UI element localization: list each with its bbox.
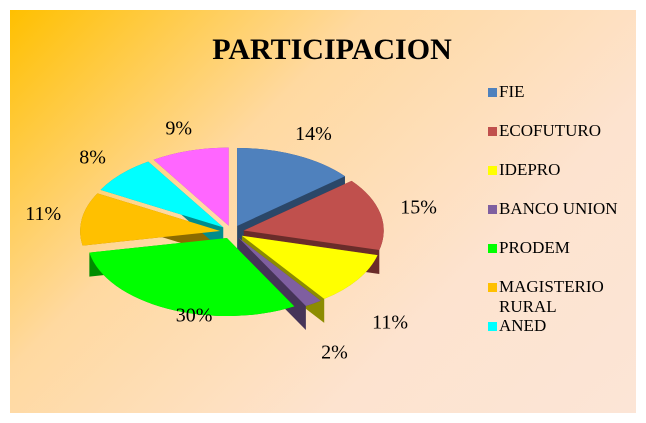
slice: [153, 147, 229, 226]
data-label: 30%: [176, 304, 213, 326]
slice: [89, 238, 295, 317]
data-label: 9%: [165, 117, 192, 139]
legend-label: PRODEM: [499, 238, 570, 257]
legend-label: MAGISTERIO RURAL: [499, 277, 604, 316]
chart-title: PARTICIPACION: [212, 33, 452, 66]
data-label: 11%: [372, 311, 408, 333]
slice: [80, 193, 221, 246]
legend-swatch: [488, 322, 497, 331]
pie-tops: [80, 147, 384, 317]
legend-label: BANCO UNION: [499, 199, 618, 218]
slice: [237, 147, 345, 226]
slice: [241, 235, 378, 299]
legend-swatch: [488, 127, 497, 136]
data-label: 14%: [295, 123, 332, 145]
legend-label: ANED: [499, 316, 547, 335]
legend-swatch: [488, 88, 497, 97]
legend-label: FIE: [499, 82, 525, 101]
data-label: 8%: [79, 147, 106, 169]
legend-swatch: [488, 244, 497, 253]
chart-area: PARTICIPACION 14% 15% 11% 2% 30% 11% 8% 9% FIE E…: [10, 10, 636, 413]
legend-label: ECOFUTURO: [499, 121, 602, 140]
slice: [100, 161, 224, 228]
slice: [243, 180, 384, 250]
legend-swatch: [488, 166, 497, 175]
legend-swatch: [488, 205, 497, 214]
legend-swatch: [488, 283, 497, 292]
slice: [238, 237, 321, 306]
data-label: 15%: [400, 196, 437, 218]
data-label: 2%: [321, 342, 348, 364]
slice-side: [238, 237, 321, 330]
legend-label: IDEPRO: [499, 160, 561, 179]
chart: PARTICIPACION 14% 15% 11% 2% 30% 11% 8% 9%: [25, 33, 452, 364]
data-label: 11%: [25, 203, 61, 225]
